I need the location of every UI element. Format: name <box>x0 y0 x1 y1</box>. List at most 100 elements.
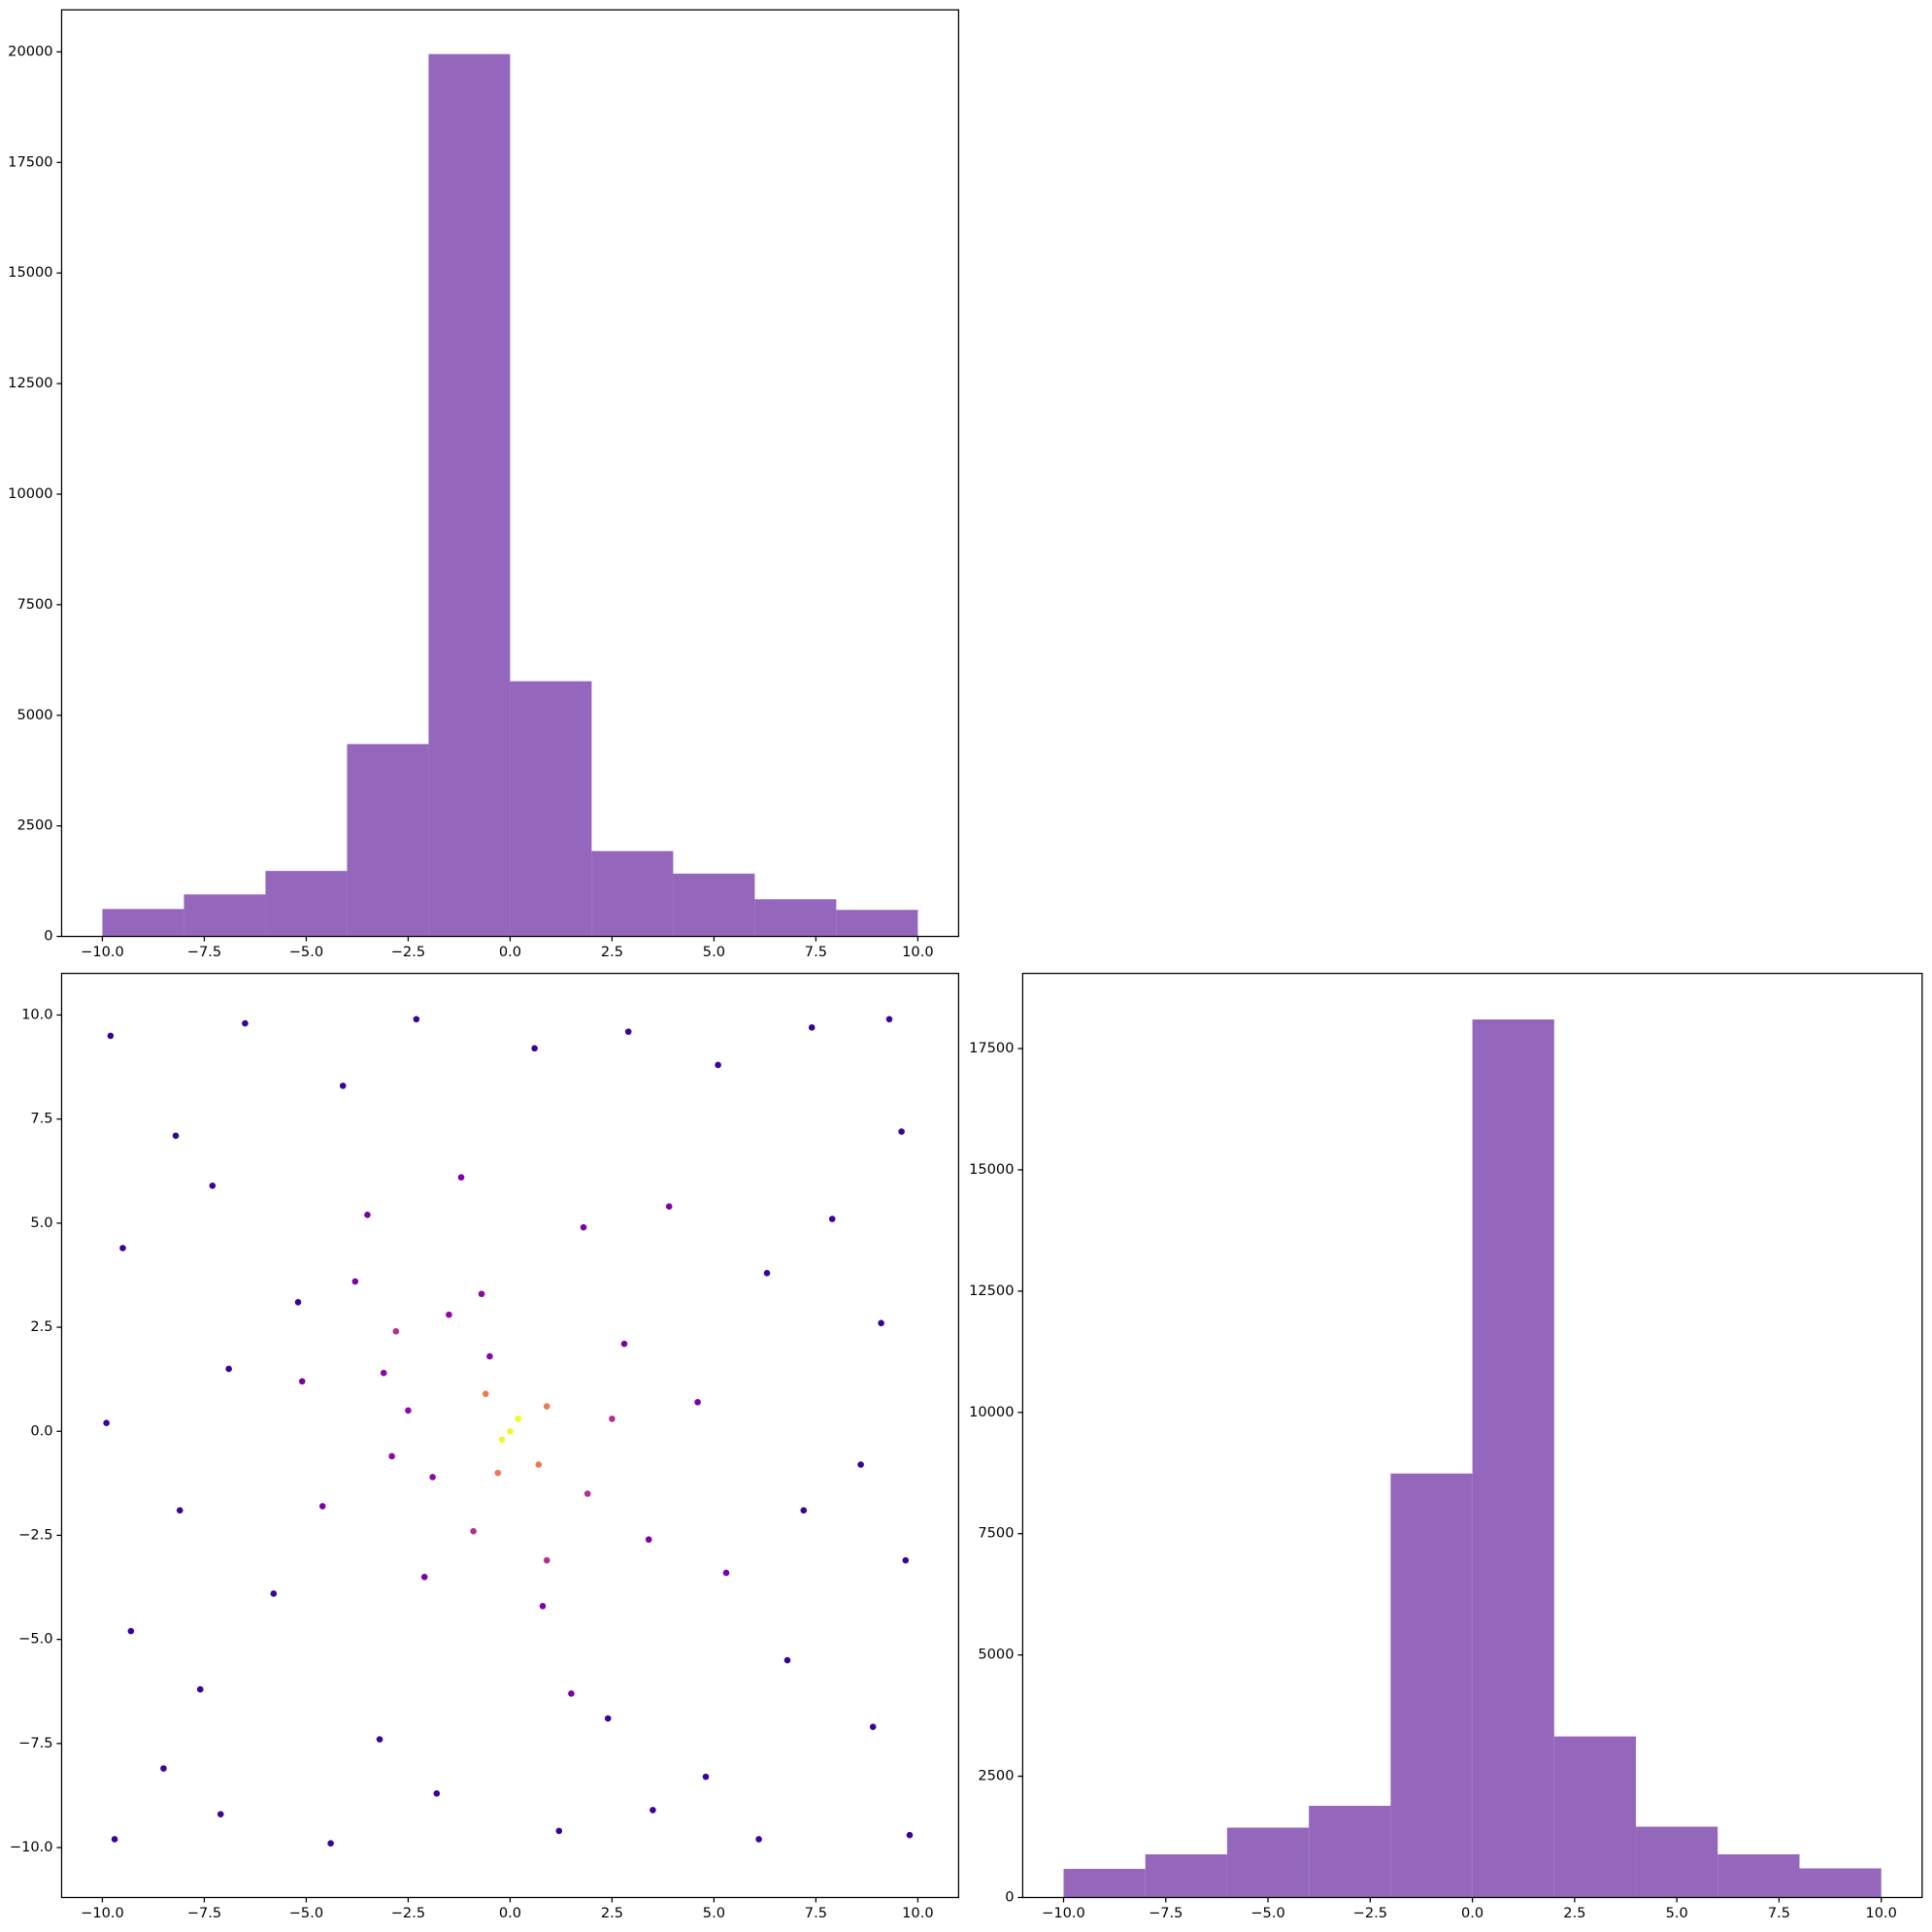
y-tick-label: 0.0 <box>30 1422 52 1439</box>
point <box>478 1290 485 1298</box>
point <box>433 1789 441 1797</box>
point <box>160 1765 167 1772</box>
y-tick-label: 5000 <box>978 1647 1014 1663</box>
point <box>878 1319 884 1327</box>
y-tick-label: 2500 <box>978 1768 1014 1784</box>
x-tick-label: 7.5 <box>805 944 827 960</box>
x-tick-label: −5.0 <box>1250 1905 1284 1921</box>
point <box>196 1685 204 1693</box>
point <box>604 1715 612 1722</box>
y-tick-label: 12500 <box>969 1282 1014 1299</box>
point <box>494 1469 502 1477</box>
bar <box>102 909 184 937</box>
point <box>457 1174 465 1182</box>
x-tick-label: −5.0 <box>289 1905 323 1921</box>
x-tick-label: 10.0 <box>902 944 933 960</box>
y-tick-label: 15000 <box>969 1161 1014 1178</box>
y-tick-label: 7500 <box>17 596 52 613</box>
bar <box>1309 1806 1391 1898</box>
y-tick-label: −5.0 <box>18 1631 52 1648</box>
point <box>583 1490 591 1497</box>
x-tick-label: −2.5 <box>1353 1905 1387 1921</box>
point <box>364 1211 371 1218</box>
point <box>127 1627 135 1635</box>
x-tick-label: −10.0 <box>1042 1905 1085 1921</box>
point <box>119 1245 126 1251</box>
x-tick-label: −10.0 <box>81 944 124 960</box>
y-tick-label: −7.5 <box>18 1735 52 1751</box>
point <box>351 1278 359 1285</box>
x-tick-label: 0.0 <box>499 1905 521 1921</box>
x-tick-label: −7.5 <box>1149 1905 1183 1921</box>
bar <box>1636 1826 1718 1898</box>
x-tick-label: −10.0 <box>81 1905 124 1921</box>
y-tick-label: 2500 <box>17 817 52 834</box>
x-tick-label: 7.5 <box>805 1905 827 1921</box>
point <box>885 1016 893 1023</box>
point <box>869 1723 877 1730</box>
point <box>857 1461 864 1468</box>
point <box>609 1416 616 1422</box>
bar <box>1472 1019 1554 1898</box>
y-tick-label: 7500 <box>978 1525 1014 1542</box>
x-tick-label: 0.0 <box>499 944 521 960</box>
point <box>539 1603 547 1610</box>
bar <box>1145 1853 1227 1898</box>
point <box>420 1574 428 1581</box>
x-tick-label: −2.5 <box>391 1905 425 1921</box>
point <box>470 1527 477 1535</box>
x-tick-label: 2.5 <box>1563 1905 1585 1921</box>
point <box>515 1416 522 1422</box>
x-tick-label: −7.5 <box>187 1905 221 1921</box>
y-tick-label: −10.0 <box>10 1839 53 1855</box>
x-tick-label: 5.0 <box>703 1905 725 1921</box>
y-tick-label: 5.0 <box>30 1215 52 1231</box>
point <box>715 1061 721 1069</box>
y-tick-label: 10.0 <box>21 1006 52 1022</box>
point <box>429 1474 436 1481</box>
y-tick-label: 5000 <box>17 707 52 723</box>
point <box>808 1024 816 1031</box>
point <box>380 1369 387 1377</box>
point <box>405 1407 412 1415</box>
point <box>482 1390 489 1397</box>
point <box>543 1403 550 1410</box>
point <box>498 1436 506 1444</box>
y-tick-label: 17500 <box>969 1040 1014 1056</box>
point <box>755 1836 762 1843</box>
point <box>388 1452 395 1460</box>
point <box>376 1736 383 1743</box>
point <box>650 1807 656 1814</box>
point <box>392 1328 400 1335</box>
point <box>446 1311 452 1318</box>
point <box>327 1840 334 1848</box>
y-tick-label: 0 <box>1005 1888 1014 1905</box>
point <box>298 1378 306 1385</box>
point <box>624 1028 632 1035</box>
bar <box>836 910 918 937</box>
point <box>645 1536 652 1544</box>
point <box>209 1182 217 1189</box>
y-tick-label: 15000 <box>8 264 52 281</box>
bar <box>1390 1473 1473 1898</box>
point <box>107 1032 115 1040</box>
point <box>318 1503 326 1510</box>
point <box>568 1690 575 1697</box>
point <box>294 1299 302 1306</box>
x-tick-label: −7.5 <box>187 944 221 960</box>
point <box>172 1132 180 1140</box>
point <box>620 1340 628 1348</box>
point <box>722 1569 730 1577</box>
point <box>242 1019 249 1027</box>
x-tick-label: 5.0 <box>1666 1905 1688 1921</box>
point <box>665 1203 673 1211</box>
x-tick-label: 0.0 <box>1461 1905 1483 1921</box>
point <box>694 1398 701 1406</box>
point <box>217 1811 224 1818</box>
x-tick-label: 7.5 <box>1768 1905 1790 1921</box>
y-tick-label: 0 <box>44 928 52 945</box>
y-tick-label: 17500 <box>8 153 52 170</box>
bar <box>510 681 592 937</box>
bar <box>591 850 674 937</box>
bar <box>347 744 429 937</box>
